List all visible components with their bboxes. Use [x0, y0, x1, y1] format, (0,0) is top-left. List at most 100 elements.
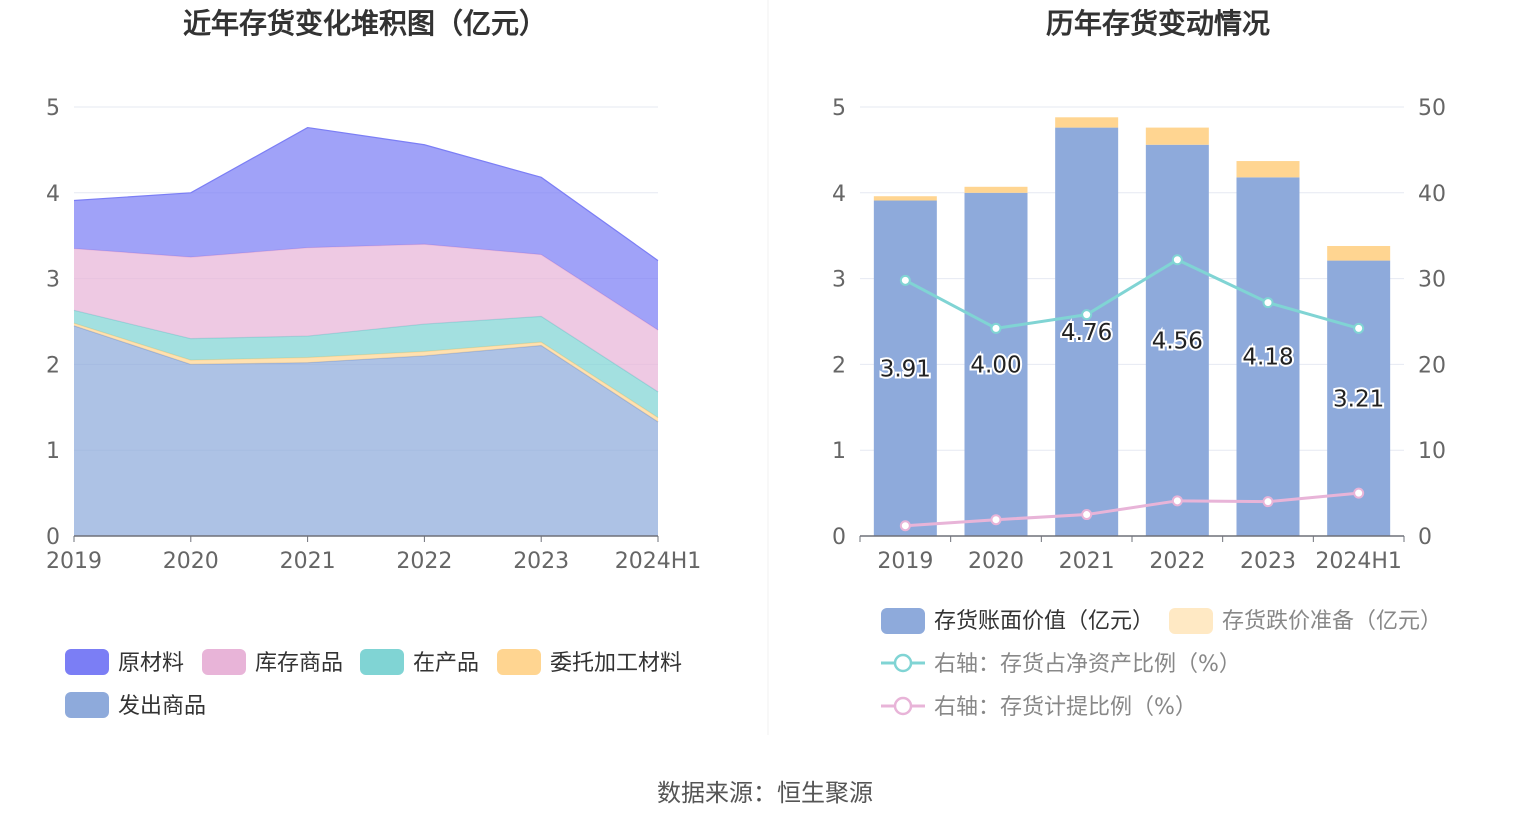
area-series-发出商品 — [74, 325, 658, 536]
bar-line-chart: 历年存货变动情况 3.91 4.00 4.76 4.56 4.18 3.21 0 1 2 3 4 5… — [832, 7, 1446, 720]
legend-swatch — [497, 649, 541, 675]
area-xtick-label: 2023 — [513, 549, 569, 574]
bar-y2tick-label: 20 — [1418, 353, 1446, 378]
bar-y2tick-label: 30 — [1418, 268, 1446, 293]
bar-xtick-label: 2020 — [968, 549, 1024, 574]
legend-swatch — [202, 649, 246, 675]
bar-impairment-reserve — [1236, 161, 1300, 178]
legend-label: 库存商品 — [255, 651, 343, 676]
bar-book-value — [1055, 127, 1119, 536]
line-series — [905, 491, 1359, 528]
line-series — [904, 258, 1360, 330]
area-ytick-label: 5 — [46, 96, 60, 121]
bar-impairment-reserve — [964, 186, 1028, 193]
area-ytick-label: 4 — [46, 182, 60, 207]
area-xtick-label: 2022 — [396, 549, 452, 574]
line-point — [899, 274, 911, 286]
legend-label: 右轴：存货占净资产比例（%） — [934, 652, 1241, 677]
line-point — [990, 514, 1002, 526]
legend-label: 委托加工材料 — [550, 651, 682, 676]
bar-data-label: 4.56 — [1152, 328, 1203, 354]
bar-xtick-label: 2024H1 — [1315, 549, 1402, 574]
bar-y2tick-label: 10 — [1418, 439, 1446, 464]
line-point — [1262, 297, 1274, 309]
bar-book-value — [1236, 177, 1300, 536]
area-chart-axes: 0 1 2 3 4 5 2019 2020 2021 2022 2023 2024H1 — [46, 96, 701, 574]
data-source-footer: 数据来源：恒生聚源 — [657, 779, 873, 807]
area-xtick-label: 2020 — [163, 549, 219, 574]
bar-ytick-label: 5 — [832, 96, 846, 121]
bar-y2tick-label: 50 — [1418, 96, 1446, 121]
legend-label: 存货账面价值（亿元） — [934, 609, 1154, 634]
bar-chart-lines — [899, 254, 1365, 532]
area-xtick-label: 2019 — [46, 549, 102, 574]
legend-line-marker — [893, 696, 913, 716]
bar-impairment-reserve — [873, 196, 937, 201]
bar-y2tick-label: 0 — [1418, 525, 1432, 550]
area-series-edge — [73, 126, 659, 262]
area-ytick-label: 1 — [46, 439, 60, 464]
legend-label: 存货跌价准备（亿元） — [1222, 609, 1442, 634]
bar-impairment-reserve — [1327, 245, 1391, 261]
area-series-在产品 — [74, 310, 658, 418]
bar-data-label: 4.18 — [1242, 345, 1293, 371]
area-chart-series — [73, 126, 659, 536]
line-point — [899, 520, 911, 532]
legend-swatch — [65, 649, 109, 675]
bar-ytick-label: 2 — [832, 353, 846, 378]
bar-impairment-reserve — [1055, 117, 1119, 128]
legend-label: 右轴：存货计提比例（%） — [934, 695, 1197, 720]
stacked-area-chart: 近年存货变化堆积图（亿元） 0 1 2 3 4 5 2019 2020 2021 2022 2023… — [46, 7, 701, 719]
bar-ytick-label: 3 — [832, 268, 846, 293]
bar-y2tick-label: 40 — [1418, 182, 1446, 207]
line-point — [1081, 309, 1093, 321]
area-xtick-label: 2024H1 — [615, 549, 702, 574]
area-ytick-label: 3 — [46, 268, 60, 293]
area-ytick-label: 2 — [46, 353, 60, 378]
bar-chart-bars — [873, 117, 1391, 537]
bar-book-value — [1145, 144, 1209, 536]
bar-ytick-label: 4 — [832, 182, 846, 207]
legend-line-marker — [893, 653, 913, 673]
legend-label: 原材料 — [118, 651, 184, 676]
line-point — [1262, 496, 1274, 508]
line-point — [1171, 495, 1183, 507]
area-chart-title: 近年存货变化堆积图（亿元） — [183, 7, 547, 40]
bar-book-value — [873, 200, 937, 536]
bar-xtick-label: 2022 — [1149, 549, 1205, 574]
line-point — [1081, 509, 1093, 521]
bar-chart-title: 历年存货变动情况 — [1046, 7, 1270, 40]
area-xtick-label: 2021 — [280, 549, 336, 574]
bar-chart-legend: 存货账面价值（亿元） 存货跌价准备（亿元） 右轴：存货占净资产比例（%） 右轴：存货计… — [881, 608, 1442, 720]
area-series-原材料 — [74, 127, 658, 331]
bar-impairment-reserve — [1145, 127, 1209, 145]
line-point — [1353, 322, 1365, 334]
line-point — [1353, 487, 1365, 499]
legend-swatch — [65, 692, 109, 718]
legend-swatch — [881, 608, 925, 634]
area-series-委托加工材料 — [74, 323, 658, 422]
area-series-edge — [73, 325, 659, 423]
bar-data-label: 4.76 — [1061, 320, 1112, 346]
bar-ytick-label: 0 — [832, 525, 846, 550]
bar-ytick-label: 1 — [832, 439, 846, 464]
bar-chart-data-labels: 3.91 4.00 4.76 4.56 4.18 3.21 — [878, 318, 1387, 414]
bar-data-label: 3.21 — [1333, 386, 1384, 412]
bar-data-label: 4.00 — [970, 352, 1021, 378]
area-ytick-label: 0 — [46, 525, 60, 550]
line-point — [1171, 254, 1183, 266]
legend-swatch — [1169, 608, 1213, 634]
bar-xtick-label: 2019 — [877, 549, 933, 574]
legend-label: 在产品 — [413, 651, 479, 676]
bar-xtick-label: 2023 — [1240, 549, 1296, 574]
bar-chart-grid — [860, 106, 1404, 537]
bar-data-label: 3.91 — [880, 356, 931, 382]
bar-book-value — [964, 192, 1028, 537]
legend-label: 发出商品 — [118, 694, 206, 719]
bar-xtick-label: 2021 — [1059, 549, 1115, 574]
legend-swatch — [360, 649, 404, 675]
line-point — [990, 322, 1002, 334]
